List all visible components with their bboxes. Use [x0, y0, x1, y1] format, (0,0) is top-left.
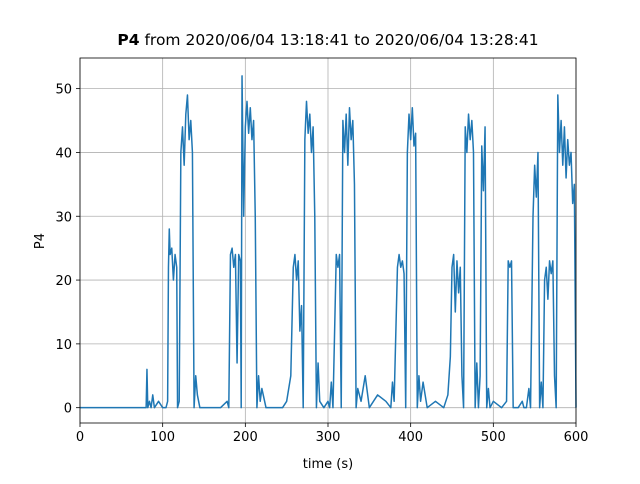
- x-tick-label: 0: [76, 430, 84, 445]
- y-tick-label: 0: [64, 402, 72, 417]
- plot-frame: [79, 57, 577, 424]
- y-tick-label: 10: [55, 338, 72, 353]
- x-tick-label: 200: [233, 430, 258, 445]
- x-tick-label: 300: [316, 430, 341, 445]
- y-tick-label: 40: [55, 146, 72, 161]
- x-tick-label: 500: [481, 430, 506, 445]
- y-tick-label: 50: [55, 83, 72, 98]
- title-text: from 2020/06/04 13:18:41 to 2020/06/04 1…: [144, 31, 538, 49]
- x-axis-label: time (s): [303, 457, 353, 472]
- x-tick-label: 400: [398, 430, 423, 445]
- chart-title: P4 from 2020/06/04 13:18:41 to 2020/06/0…: [117, 31, 538, 49]
- y-tick-label: 30: [55, 210, 72, 225]
- data-line: [80, 75, 577, 409]
- y-tick-label: 20: [55, 274, 72, 289]
- x-tick-label: 100: [150, 430, 175, 445]
- x-tick-label: 600: [564, 430, 589, 445]
- title-bold: P4: [117, 31, 139, 49]
- y-axis-label: P4: [33, 233, 48, 249]
